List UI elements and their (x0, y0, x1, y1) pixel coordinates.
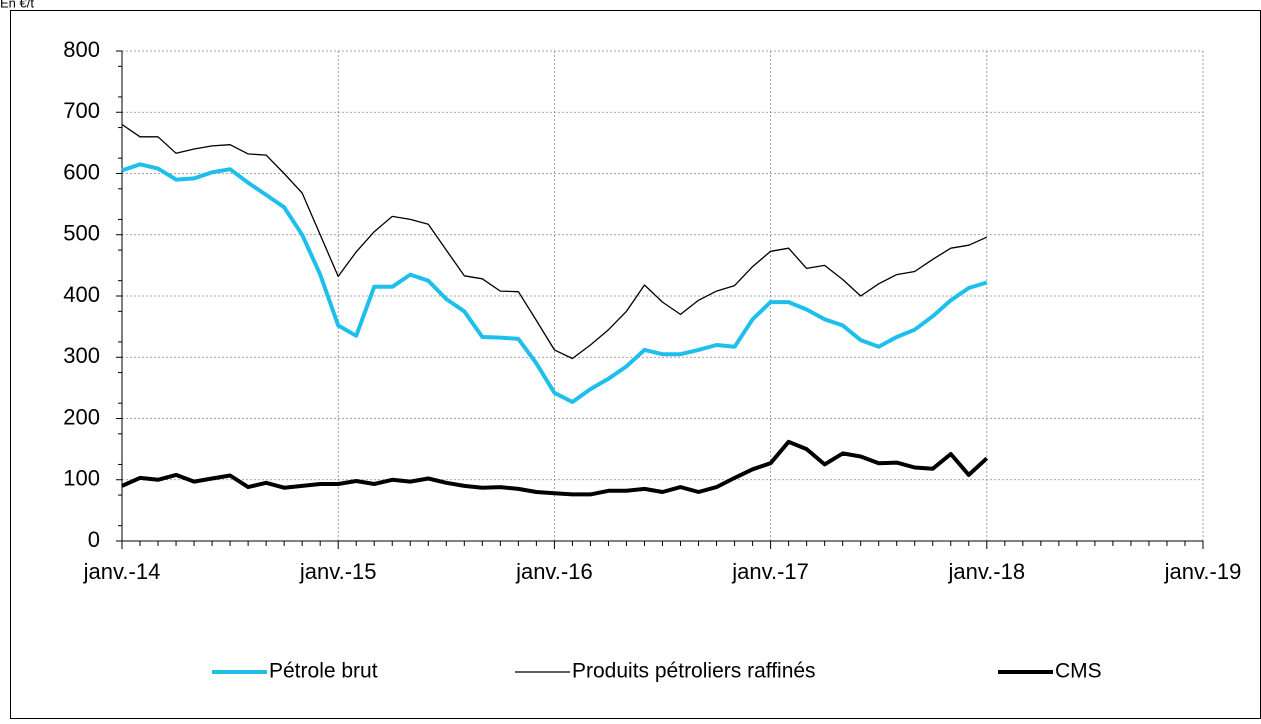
y-tick-label: 300 (63, 343, 100, 368)
y-tick-label: 700 (63, 98, 100, 123)
y-tick-label: 0 (88, 527, 100, 552)
y-tick-label: 400 (63, 282, 100, 307)
y-tick-label: 600 (63, 159, 100, 184)
legend-label: Pétrole brut (269, 660, 378, 683)
series-line (121, 439, 989, 497)
x-tick-label: janv.-14 (83, 559, 161, 584)
legend-label: Produits pétroliers raffinés (572, 660, 816, 683)
y-tick-label: 800 (63, 37, 100, 62)
y-axis-label: En €/t (0, 0, 34, 10)
series-line (121, 123, 988, 360)
x-tick-label: janv.-16 (515, 559, 593, 584)
series-line (121, 162, 988, 404)
x-tick-label: janv.-19 (1164, 559, 1242, 584)
y-tick-label: 500 (63, 221, 100, 246)
x-tick-label: janv.-18 (947, 559, 1025, 584)
x-tick-label: janv.-15 (299, 559, 377, 584)
y-tick-label: 200 (63, 404, 100, 429)
x-tick-label: janv.-17 (731, 559, 809, 584)
frame (10, 10, 1261, 719)
legend-label: CMS (1055, 660, 1102, 683)
y-tick-label: 100 (63, 466, 100, 491)
